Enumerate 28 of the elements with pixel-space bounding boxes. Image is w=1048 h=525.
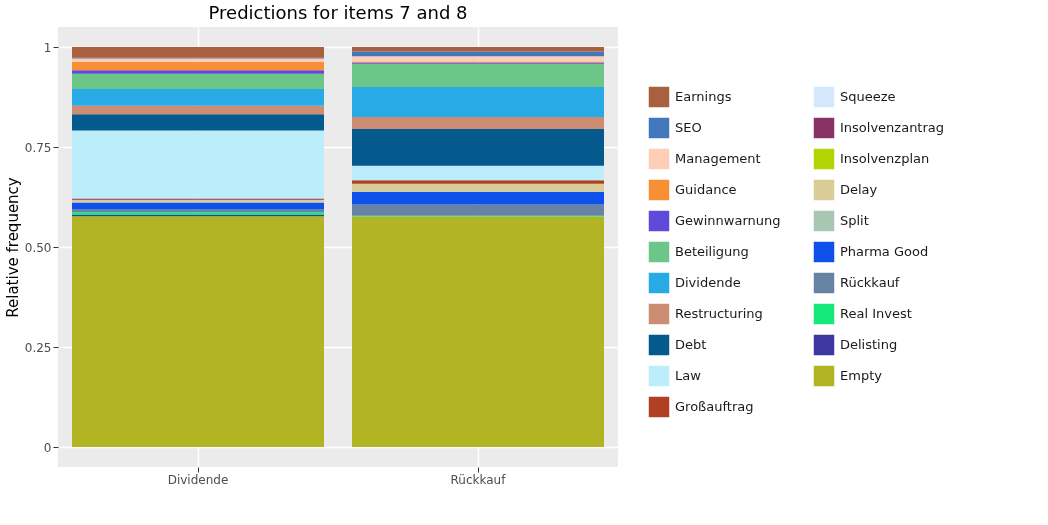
legend-label: Dividende [675,275,741,290]
legend-label: Empty [840,368,883,383]
legend-label: Pharma Good [840,244,929,259]
legend-label: Management [675,151,761,166]
legend-label: Delay [840,182,878,197]
y-tick-label: 0 [43,440,52,455]
y-tick-label: 0.25 [24,340,52,355]
legend-label: Real Invest [840,306,912,321]
legend-label: Restructuring [675,306,763,321]
legend-label: Delisting [840,337,898,352]
legend-label: Gewinnwarnung [675,213,781,228]
legend-label: Split [840,213,869,228]
y-tick-label: 0.75 [24,140,52,155]
legend-label: Squeeze [840,89,896,104]
legend-label: Guidance [675,182,737,197]
legend-label: Insolvenzplan [840,151,930,166]
legend-label: Debt [675,337,707,352]
y-tick-label: 0.50 [24,240,52,255]
legend-label: Beteiligung [675,244,749,259]
legend-label: Law [675,368,702,383]
y-axis-title: Relative frequency [3,177,22,318]
y-tick-label: 1 [43,40,52,55]
legend-label: SEO [675,120,702,135]
legend-label: Earnings [675,89,732,104]
chart-title: Predictions for items 7 and 8 [208,2,468,23]
legend-label: Rückkauf [840,275,900,290]
legend-label: Insolvenzantrag [840,120,945,135]
legend-label: Großauftrag [675,399,754,414]
